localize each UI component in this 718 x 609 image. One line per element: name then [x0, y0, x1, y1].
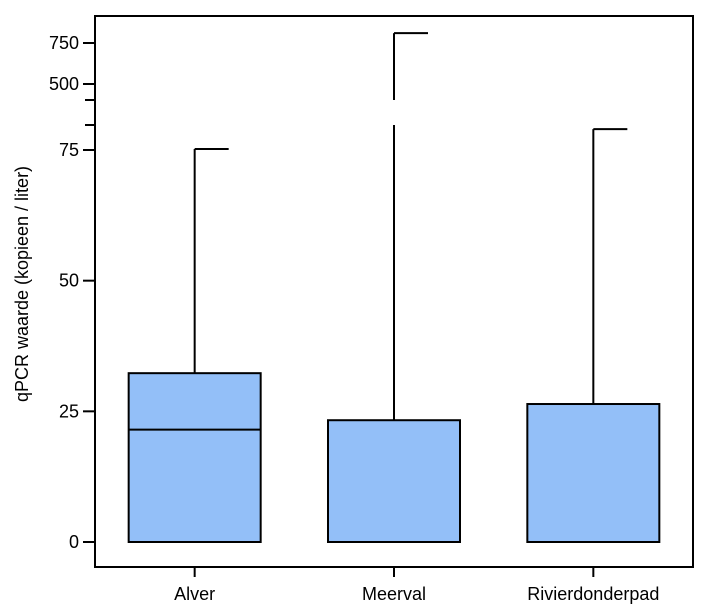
y-tick-label: 75 — [59, 140, 79, 160]
y-axis-title: qPCR waarde (kopieen / liter) — [12, 166, 32, 402]
box-meerval — [327, 32, 461, 543]
y-tick-label: 50 — [59, 271, 79, 291]
y-tick-label: 0 — [69, 532, 79, 552]
box-rivierdonderpad — [526, 128, 661, 543]
box-rect — [327, 419, 461, 543]
box-rect — [526, 403, 661, 543]
box-rect — [127, 372, 262, 544]
y-tick-label: 750 — [49, 33, 79, 53]
x-tick-label: Alver — [174, 584, 215, 604]
y-tick-label: 500 — [49, 74, 79, 94]
y-tick-label: 25 — [59, 401, 79, 421]
y-axis: 0 25 50 75 500 750 — [49, 16, 96, 567]
x-tick-label: Rivierdonderpad — [527, 584, 659, 604]
boxes — [127, 32, 661, 544]
x-axis: Alver Meerval Rivierdonderpad — [174, 567, 659, 604]
box-alver — [127, 147, 262, 544]
x-tick-label: Meerval — [362, 584, 426, 604]
